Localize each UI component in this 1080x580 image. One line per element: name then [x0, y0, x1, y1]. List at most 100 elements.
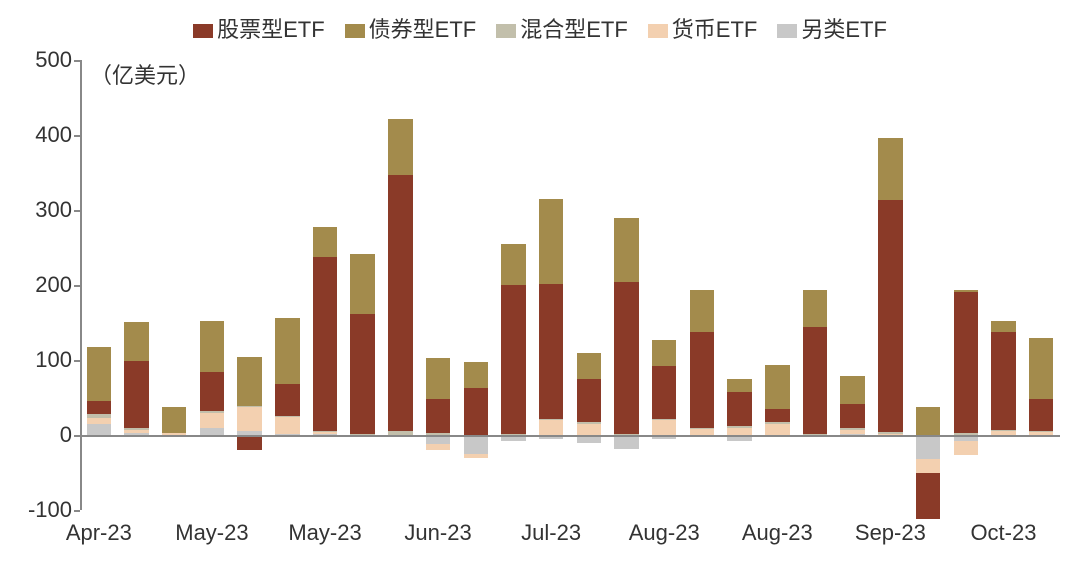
bar-seg-currency: [727, 428, 752, 436]
bar-group: [954, 60, 979, 510]
bar-seg-currency: [124, 430, 149, 433]
bar-seg-currency: [840, 430, 865, 434]
bar-seg-mixed: [275, 416, 300, 418]
bar-seg-equity: [803, 327, 828, 434]
bar-seg-alt: [614, 435, 639, 449]
bar-seg-equity: [350, 314, 375, 434]
x-axis-label: May-23: [175, 520, 248, 546]
bar-seg-bond: [275, 318, 300, 384]
bar-seg-currency: [237, 407, 262, 431]
legend-swatch: [648, 24, 668, 38]
legend-label: 另类ETF: [801, 17, 887, 42]
x-axis-label: Aug-23: [742, 520, 813, 546]
bar-seg-alt: [87, 424, 112, 435]
bar-seg-mixed: [727, 426, 752, 428]
bar-seg-equity: [840, 404, 865, 428]
bar-seg-equity: [275, 384, 300, 416]
bar-seg-bond: [991, 321, 1016, 332]
legend-item-alt: 另类ETF: [777, 12, 887, 44]
bar-seg-equity: [577, 379, 602, 423]
y-axis-label: 0: [12, 422, 80, 448]
bar-group: [690, 60, 715, 510]
bar-seg-bond: [803, 290, 828, 328]
bar-seg-currency: [313, 432, 338, 434]
legend-swatch: [193, 24, 213, 38]
bar-seg-bond: [124, 322, 149, 361]
bar-seg-equity: [539, 284, 564, 419]
bar-seg-mixed: [991, 430, 1016, 432]
legend-label: 股票型ETF: [217, 17, 325, 42]
zero-line: [80, 435, 1060, 437]
bar-seg-mixed: [840, 428, 865, 430]
bar-seg-equity: [652, 366, 677, 419]
bar-seg-bond: [237, 357, 262, 406]
bar-seg-bond: [765, 365, 790, 409]
bar-seg-bond: [954, 290, 979, 292]
bar-seg-mixed: [200, 411, 225, 413]
bar-seg-bond: [1029, 338, 1054, 400]
bar-seg-bond: [690, 290, 715, 332]
legend-item-mixed: 混合型ETF: [496, 12, 628, 44]
bar-seg-equity: [426, 399, 451, 433]
y-axis-label: 400: [12, 122, 80, 148]
bar-seg-equity: [991, 332, 1016, 430]
x-axis-label: Apr-23: [66, 520, 132, 546]
legend-swatch: [345, 24, 365, 38]
bar-seg-currency: [539, 420, 564, 435]
bar-group: [237, 60, 262, 510]
bar-seg-bond: [87, 347, 112, 401]
bar-seg-equity: [237, 435, 262, 450]
bar-seg-currency: [577, 424, 602, 435]
bar-group: [124, 60, 149, 510]
bar-seg-equity: [388, 175, 413, 432]
etf-flows-chart: 股票型ETF债券型ETF混合型ETF货币ETF另类ETF （亿美元） -1000…: [0, 0, 1080, 580]
bar-seg-bond: [388, 119, 413, 175]
bar-seg-bond: [426, 358, 451, 399]
bar-seg-bond: [727, 379, 752, 393]
bar-seg-equity: [690, 332, 715, 428]
bar-group: [200, 60, 225, 510]
bar-seg-bond: [577, 353, 602, 379]
bar-group: [916, 60, 941, 510]
bar-seg-alt: [464, 435, 489, 454]
bar-seg-equity: [1029, 399, 1054, 431]
y-axis-label: 300: [12, 197, 80, 223]
bar-seg-bond: [539, 199, 564, 284]
bar-seg-alt: [916, 435, 941, 459]
bar-seg-equity: [464, 388, 489, 435]
bar-group: [991, 60, 1016, 510]
bar-seg-mixed: [124, 428, 149, 430]
bar-group: [388, 60, 413, 510]
bar-seg-bond: [916, 407, 941, 435]
bar-seg-bond: [350, 254, 375, 314]
x-axis-label: May-23: [288, 520, 361, 546]
legend-item-equity: 股票型ETF: [193, 12, 325, 44]
bars-layer: [80, 60, 1060, 510]
bar-seg-currency: [426, 444, 451, 450]
bar-seg-currency: [954, 441, 979, 455]
bar-seg-mixed: [765, 422, 790, 424]
bar-seg-bond: [878, 138, 903, 200]
x-axis-labels: Apr-23May-23May-23Jun-23Jul-23Aug-23Aug-…: [80, 520, 1060, 560]
bar-seg-bond: [200, 321, 225, 372]
bar-group: [878, 60, 903, 510]
legend-item-bond: 债券型ETF: [345, 12, 477, 44]
bar-seg-mixed: [577, 422, 602, 424]
x-axis-label: Aug-23: [629, 520, 700, 546]
bar-seg-bond: [614, 218, 639, 282]
bar-group: [727, 60, 752, 510]
legend-swatch: [777, 24, 797, 38]
x-axis-label: Oct-23: [970, 520, 1036, 546]
bar-group: [426, 60, 451, 510]
bar-group: [803, 60, 828, 510]
bar-seg-bond: [162, 407, 187, 433]
bar-seg-currency: [916, 459, 941, 473]
bar-seg-equity: [954, 292, 979, 433]
bar-group: [614, 60, 639, 510]
bar-seg-mixed: [690, 428, 715, 430]
bar-group: [840, 60, 865, 510]
legend-label: 混合型ETF: [520, 17, 628, 42]
plot-area: （亿美元） -1000100200300400500: [80, 60, 1060, 510]
bar-seg-bond: [464, 362, 489, 388]
bar-seg-mixed: [878, 432, 903, 434]
